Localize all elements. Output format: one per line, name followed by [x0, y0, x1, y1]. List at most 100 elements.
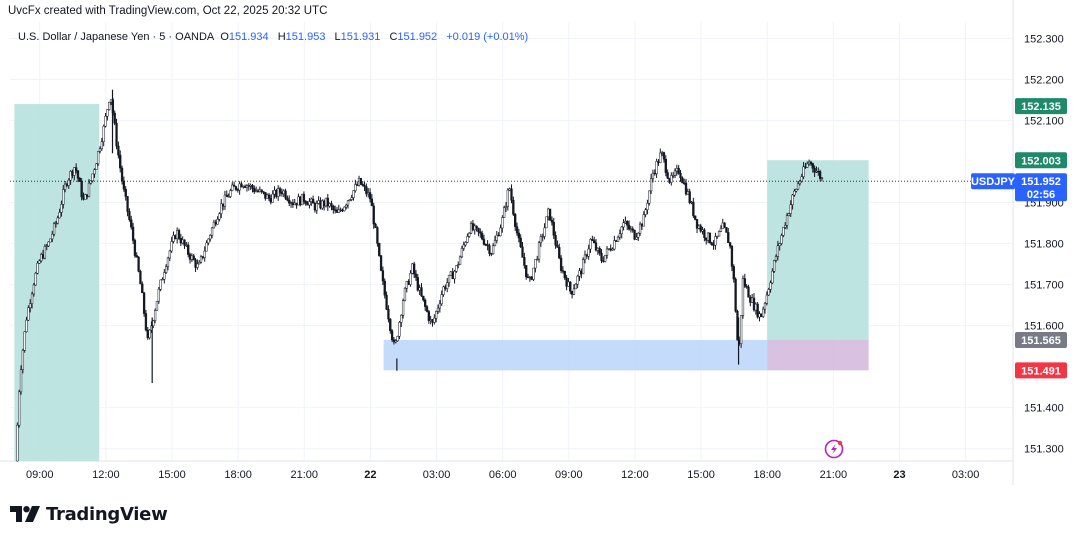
- candle-down: [131, 226, 135, 241]
- candle-up: [199, 256, 203, 263]
- symbol-badge-label: USDJPY: [971, 176, 1016, 188]
- candle-up: [765, 294, 768, 304]
- candle-up: [807, 161, 811, 165]
- candle-up: [673, 170, 677, 176]
- candle-down: [126, 196, 129, 212]
- candle-up: [455, 265, 458, 272]
- candle-down: [278, 188, 282, 193]
- candle-down: [482, 238, 486, 245]
- candle-down: [379, 255, 383, 271]
- x-tick-label: 18:00: [224, 469, 252, 481]
- candle-down: [548, 208, 552, 221]
- candle-up: [153, 310, 157, 321]
- y-tick-label: 152.100: [1024, 115, 1064, 127]
- candle-down: [424, 299, 427, 307]
- candle-up: [223, 194, 227, 207]
- candle-up: [453, 271, 456, 280]
- candle-down: [490, 253, 493, 255]
- candle-up: [660, 152, 664, 154]
- candle-up: [409, 273, 412, 285]
- candle-down: [580, 270, 583, 275]
- candle-up: [534, 259, 537, 269]
- tradingview-logo-text: TradingView: [46, 503, 168, 525]
- candle-up: [354, 184, 357, 191]
- candle-up: [348, 199, 351, 201]
- candle-up: [576, 275, 579, 285]
- candle-down: [451, 271, 454, 280]
- candle-up: [258, 189, 261, 192]
- candle-up: [462, 244, 465, 249]
- candle-down: [264, 192, 267, 199]
- candle-up: [43, 246, 47, 259]
- badge-152135: 152.135: [1015, 98, 1067, 115]
- candle-down: [471, 223, 475, 231]
- price-badge-bg: [1015, 331, 1067, 348]
- candle-down: [253, 188, 256, 193]
- candle-up: [166, 257, 170, 267]
- candle-down: [122, 180, 126, 190]
- chart-header: UvcFx created with TradingView.com, Oct …: [8, 5, 328, 17]
- candle-up: [537, 242, 541, 260]
- candle-up: [51, 233, 54, 240]
- candle-up: [578, 270, 581, 277]
- tradingview-logo[interactable]: TradingView: [10, 503, 168, 525]
- candle-up: [758, 313, 761, 318]
- lightning-alert-icon[interactable]: [824, 439, 844, 459]
- candle-up: [367, 192, 370, 195]
- candle-down: [247, 185, 250, 187]
- candle-down: [813, 168, 816, 173]
- candle-down: [319, 200, 322, 209]
- candle-up: [762, 308, 765, 317]
- candle-down: [525, 265, 528, 278]
- candle-down: [256, 190, 260, 192]
- candle-down: [694, 215, 697, 220]
- candle-up: [508, 188, 511, 191]
- candle-down: [552, 221, 555, 236]
- candle-up: [218, 213, 221, 220]
- candle-up: [670, 175, 673, 183]
- candle-up: [317, 200, 320, 204]
- candle-up: [63, 183, 67, 190]
- candle-down: [374, 223, 377, 228]
- candle-up: [446, 282, 449, 289]
- candle-down: [269, 198, 273, 203]
- candle-up: [271, 193, 274, 203]
- y-tick-label: 151.700: [1024, 280, 1064, 292]
- x-tick-label: 22: [364, 469, 376, 481]
- candle-down: [370, 198, 374, 207]
- candle-up: [289, 202, 293, 204]
- candle-down: [804, 166, 807, 168]
- candle-down: [267, 194, 271, 199]
- candle-up: [38, 260, 41, 264]
- legend-change: +0.019 (+0.01%): [446, 31, 529, 43]
- candle-up: [47, 241, 50, 247]
- candle-down: [488, 245, 491, 254]
- candle-up: [23, 331, 26, 351]
- candle-up: [73, 167, 76, 176]
- candle-up: [659, 152, 662, 163]
- candle-down: [234, 186, 238, 190]
- candle-down: [275, 189, 278, 197]
- candle-down: [699, 225, 702, 232]
- candle-up: [675, 168, 678, 172]
- candle-down: [139, 271, 142, 285]
- candle-down: [313, 203, 317, 211]
- candle-down: [117, 145, 120, 156]
- candle-down: [745, 285, 748, 288]
- candle-up: [32, 284, 36, 295]
- candle-up: [212, 221, 216, 229]
- candle-down: [569, 281, 572, 292]
- candle-down: [120, 167, 124, 182]
- candle-up: [91, 173, 94, 181]
- candle-up: [789, 204, 792, 214]
- candle-down: [221, 203, 225, 207]
- candle-up: [466, 236, 469, 243]
- x-tick-label: 21:00: [820, 469, 848, 481]
- candle-up: [198, 261, 201, 265]
- candle-down: [512, 199, 515, 215]
- candle-up: [716, 235, 719, 238]
- candle-up: [216, 219, 219, 225]
- candle-down: [809, 161, 813, 164]
- candle-up: [29, 303, 32, 308]
